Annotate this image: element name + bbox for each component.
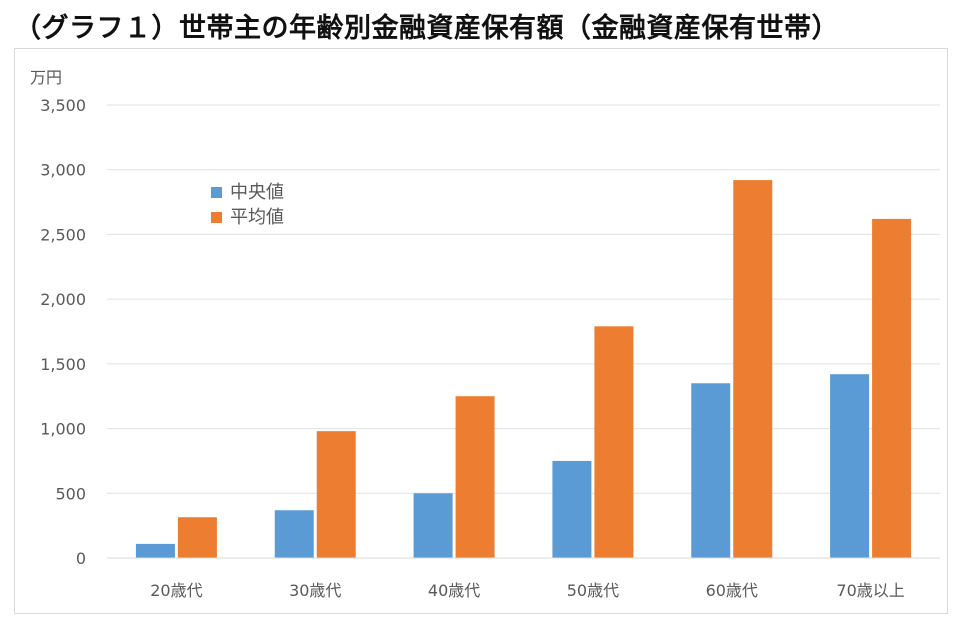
y-axis-unit-label: 万円	[30, 68, 62, 87]
chart-title: （グラフ１）世帯主の年齢別金融資産保有額（金融資産保有世帯）	[14, 13, 839, 44]
legend-swatch	[211, 212, 222, 223]
bar-median	[135, 543, 175, 558]
x-tick-label: 60歳代	[706, 581, 758, 600]
x-tick-label: 20歳代	[150, 581, 202, 600]
bar-mean	[316, 431, 356, 558]
y-tick-label: 0	[76, 549, 86, 568]
y-tick-label: 3,500	[40, 96, 86, 115]
legend-swatch	[211, 187, 222, 198]
x-tick-label: 40歳代	[428, 581, 480, 600]
chart-frame	[14, 48, 948, 614]
bar-mean	[455, 396, 495, 558]
y-tick-label: 1,500	[40, 355, 86, 374]
x-axis-tick-labels: 20歳代 30歳代 40歳代 50歳代 60歳代 70歳以上	[150, 581, 905, 600]
bar-mean	[733, 180, 773, 558]
bars	[135, 180, 912, 558]
y-tick-label: 2,000	[40, 290, 86, 309]
bar-mean	[872, 218, 912, 558]
legend-label: 平均値	[230, 207, 284, 228]
bar-mean	[177, 517, 217, 558]
x-tick-label: 70歳以上	[836, 581, 904, 600]
y-tick-label: 2,500	[40, 225, 86, 244]
bar-median	[830, 374, 870, 558]
bar-mean	[594, 326, 634, 558]
bar-median	[691, 383, 731, 558]
y-tick-label: 3,000	[40, 161, 86, 180]
x-tick-label: 30歳代	[289, 581, 341, 600]
y-axis-tick-labels: 0 500 1,000 1,500 2,000 2,500 3,000 3,500	[40, 96, 86, 568]
x-tick-label: 50歳代	[567, 581, 619, 600]
gridlines	[107, 104, 940, 494]
legend-label: 中央値	[230, 182, 284, 203]
bar-median	[413, 493, 453, 558]
y-tick-label: 500	[55, 484, 86, 503]
y-tick-label: 1,000	[40, 420, 86, 439]
bar-median	[274, 510, 314, 558]
bar-median	[552, 460, 592, 558]
